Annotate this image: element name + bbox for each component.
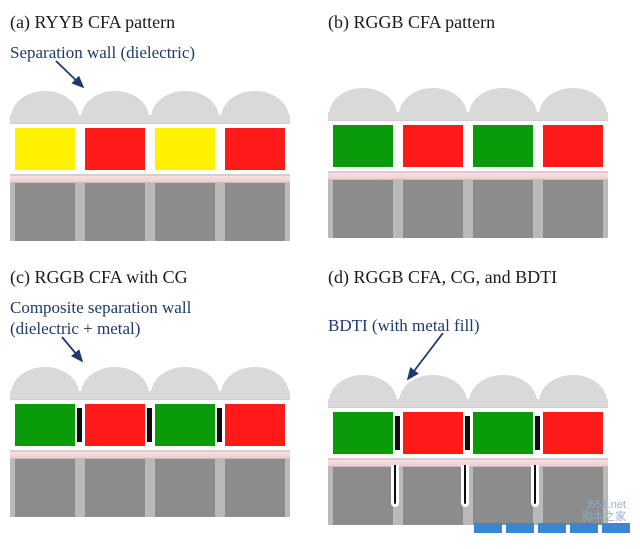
filter-c-1 xyxy=(85,404,145,446)
filter-a-2 xyxy=(155,128,215,170)
panel-a-arrow xyxy=(10,67,310,91)
panel-c-annotation: Composite separation wall (dielectric + … xyxy=(10,298,310,339)
filter-a-0 xyxy=(15,128,75,170)
panel-b: (b) RGGB CFA pattern xyxy=(328,12,628,241)
filter-c-3 xyxy=(225,404,285,446)
silicon-row xyxy=(10,183,290,241)
cfa-row-b xyxy=(328,120,608,172)
panel-d-title: (d) RGGB CFA, CG, and BDTI xyxy=(328,267,628,288)
silicon-row-d xyxy=(328,467,608,525)
cfa-row-a xyxy=(10,123,290,175)
panel-a-title: (a) RYYB CFA pattern xyxy=(10,12,310,33)
panel-b-title: (b) RGGB CFA pattern xyxy=(328,12,628,33)
filter-d-2 xyxy=(473,412,533,454)
sensor-stack-c xyxy=(10,367,290,517)
filter-b-3 xyxy=(543,125,603,167)
bdti-trench-icon xyxy=(391,465,399,507)
footer-bars-icon xyxy=(474,523,630,533)
filter-d-1 xyxy=(403,412,463,454)
cfa-row-d xyxy=(328,407,608,459)
filter-b-0 xyxy=(333,125,393,167)
bdti-trench-icon xyxy=(461,465,469,507)
bdti-trench-icon xyxy=(531,465,539,507)
cfa-row-c xyxy=(10,399,290,451)
filter-a-1 xyxy=(85,128,145,170)
watermark: jb51.net 脚本之家 xyxy=(582,499,626,523)
filter-d-3 xyxy=(543,412,603,454)
panel-d-arrow xyxy=(328,341,628,375)
filter-d-0 xyxy=(333,412,393,454)
microlens-row xyxy=(10,91,290,115)
watermark-line1: jb51.net xyxy=(582,499,626,511)
panel-c-title: (c) RGGB CFA with CG xyxy=(10,267,310,288)
figure-grid: (a) RYYB CFA pattern Separation wall (di… xyxy=(10,12,630,525)
watermark-line2: 脚本之家 xyxy=(582,511,626,523)
filter-a-3 xyxy=(225,128,285,170)
sensor-stack-b xyxy=(328,88,608,238)
panel-c: (c) RGGB CFA with CG Composite separatio… xyxy=(10,267,310,524)
sensor-stack-d xyxy=(328,375,608,525)
filter-c-2 xyxy=(155,404,215,446)
panel-c-arrow xyxy=(10,343,310,367)
panel-a: (a) RYYB CFA pattern Separation wall (di… xyxy=(10,12,310,241)
filter-b-1 xyxy=(403,125,463,167)
panel-d: (d) RGGB CFA, CG, and BDTI BDTI (with me… xyxy=(328,267,628,524)
filter-c-0 xyxy=(15,404,75,446)
sensor-stack-a xyxy=(10,91,290,241)
filter-b-2 xyxy=(473,125,533,167)
